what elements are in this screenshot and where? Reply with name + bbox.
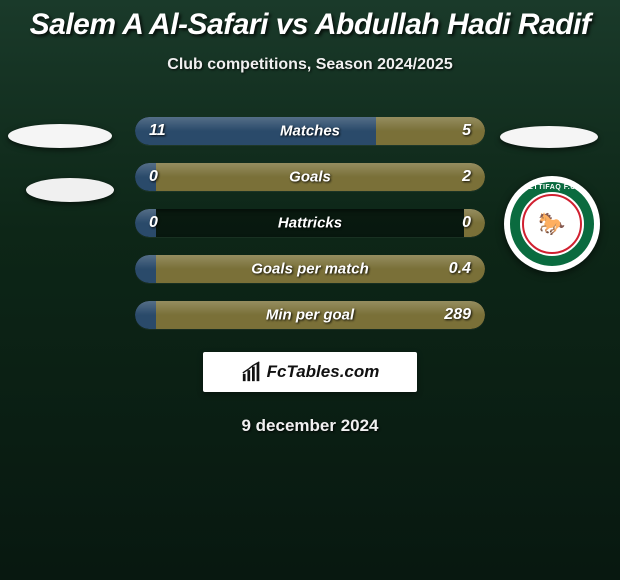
bar-track: 0 0 Hattricks (135, 209, 485, 237)
value-right: 289 (444, 306, 471, 324)
bar-label: Hattricks (278, 215, 342, 232)
bar-left (135, 255, 156, 283)
date-text: 9 december 2024 (0, 416, 620, 436)
stat-row: 0.4 Goals per match (0, 254, 620, 284)
bar-label: Min per goal (266, 307, 354, 324)
horse-icon: 🐎 (538, 213, 565, 235)
chart-icon (241, 361, 263, 383)
bar-label: Goals (289, 169, 331, 186)
value-right: 0 (462, 214, 471, 232)
brand-text: FcTables.com (267, 362, 380, 382)
subtitle: Club competitions, Season 2024/2025 (0, 56, 620, 74)
stat-row: 0 2 Goals (0, 162, 620, 192)
bar-track: 11 5 Matches (135, 117, 485, 145)
stat-row: 0 0 Hattricks (0, 208, 620, 238)
bar-track: 289 Min per goal (135, 301, 485, 329)
bar-label: Goals per match (251, 261, 369, 278)
value-right: 0.4 (449, 260, 471, 278)
bar-track: 0.4 Goals per match (135, 255, 485, 283)
brand-box[interactable]: FcTables.com (203, 352, 417, 392)
value-left: 11 (149, 122, 166, 140)
bar-track: 0 2 Goals (135, 163, 485, 191)
stat-row: 289 Min per goal (0, 300, 620, 330)
page-title: Salem A Al-Safari vs Abdullah Hadi Radif (0, 8, 620, 42)
value-right: 2 (462, 168, 471, 186)
comparison-rows: 11 5 Matches 0 2 Goals 0 0 Hattricks 0.4 Goals per… (0, 116, 620, 330)
value-left: 0 (149, 214, 158, 232)
value-right: 5 (462, 122, 471, 140)
value-left: 0 (149, 168, 158, 186)
stat-row: 11 5 Matches (0, 116, 620, 146)
bar-left (135, 301, 156, 329)
content-area: Salem A Al-Safari vs Abdullah Hadi Radif… (0, 0, 620, 436)
bar-label: Matches (280, 123, 340, 140)
